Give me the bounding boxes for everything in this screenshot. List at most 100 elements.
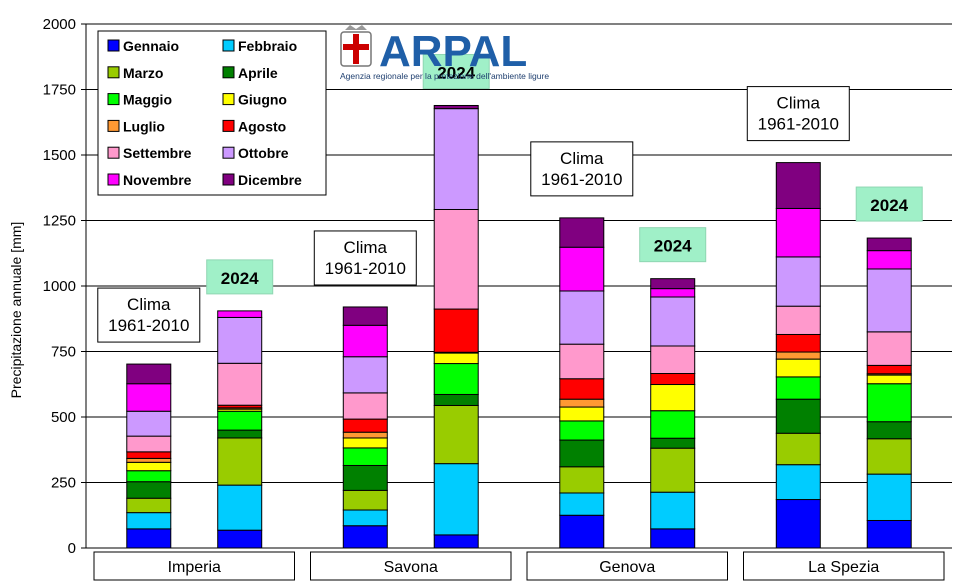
bar-segment-settembre xyxy=(342,392,388,420)
legend-swatch xyxy=(107,66,120,79)
legend-swatch xyxy=(222,173,235,186)
group-label: Imperia xyxy=(168,559,221,576)
bar-segment-agosto xyxy=(866,364,912,375)
bar-segment-maggio xyxy=(650,410,696,439)
clima-box-label: Clima 1961-2010 xyxy=(108,295,189,335)
bar-segment-marzo xyxy=(775,432,821,466)
bar-segment-giugno xyxy=(866,374,912,385)
bar-segment-luglio xyxy=(775,351,821,360)
group-label: Genova xyxy=(599,559,655,576)
y-axis-ticks: 0 250 500 750 1000 1250 1500 1750 2000 xyxy=(43,16,86,557)
bar-segment-gennaio xyxy=(559,514,605,549)
bar-segment-agosto xyxy=(433,308,479,353)
bar-segment-novembre xyxy=(775,207,821,258)
legend-swatch xyxy=(222,119,235,132)
bar-segment-giugno xyxy=(650,384,696,412)
bar-segment-aprile xyxy=(217,429,263,439)
bar-segment-dicembre xyxy=(126,363,172,385)
bar-segment-febbraio xyxy=(866,473,912,521)
legend-swatch xyxy=(107,93,120,106)
y-tick-label: 0 xyxy=(68,540,76,557)
y-tick-label: 1750 xyxy=(43,82,76,99)
group-label: La Spezia xyxy=(808,559,879,576)
bar-segment-maggio xyxy=(433,363,479,395)
bar-segment-agosto xyxy=(126,451,172,459)
y-tick-label: 2000 xyxy=(43,16,76,33)
legend-label: Giugno xyxy=(238,92,287,108)
year-badge-label: 2024 xyxy=(870,196,908,215)
bar-segment-settembre xyxy=(217,362,263,406)
bar-segment-aprile xyxy=(650,437,696,449)
liguria-coat-of-arms-icon xyxy=(340,25,372,67)
bar-segment-marzo xyxy=(650,447,696,493)
bar-segment-ottobre xyxy=(433,108,479,210)
bar-segment-agosto xyxy=(342,418,388,433)
bar-segment-marzo xyxy=(126,497,172,514)
bar-segment-febbraio xyxy=(342,509,388,527)
bar-segment-agosto xyxy=(650,373,696,386)
legend-swatch xyxy=(222,93,235,106)
legend-swatch xyxy=(107,146,120,159)
bar-segment-maggio xyxy=(126,470,172,483)
bar-segment-ottobre xyxy=(775,256,821,307)
group-label: Savona xyxy=(384,559,438,576)
legend-swatch xyxy=(107,173,120,186)
year-badge xyxy=(422,53,490,89)
bar-segment-agosto xyxy=(559,378,605,400)
year-badge-label: 2024 xyxy=(437,63,475,82)
y-tick-label: 1000 xyxy=(43,278,76,295)
group-label-box xyxy=(743,551,945,581)
bar-segment-novembre xyxy=(126,383,172,412)
legend-swatch xyxy=(222,146,235,159)
y-tick-label: 250 xyxy=(51,475,76,492)
bar-segment-maggio xyxy=(559,420,605,441)
bar-segment-maggio xyxy=(775,376,821,400)
clima-box-label: Clima 1961-2010 xyxy=(325,238,406,278)
bar-segment-gennaio xyxy=(775,499,821,549)
logo-name: ARPAL xyxy=(379,27,527,76)
year-badge xyxy=(639,227,707,263)
legend-box xyxy=(97,30,327,196)
legend-swatch xyxy=(222,39,235,52)
bar-segment-maggio xyxy=(342,447,388,466)
bar-segment-gennaio xyxy=(342,525,388,549)
bar-segment-marzo xyxy=(559,466,605,494)
bar-segment-ottobre xyxy=(342,356,388,394)
bar-segment-dicembre xyxy=(559,217,605,248)
bar-segment-gennaio xyxy=(866,519,912,549)
group-label-box xyxy=(526,551,728,581)
bar-segment-gennaio xyxy=(217,529,263,549)
legend-label: Settembre xyxy=(123,145,192,161)
bar-segment-settembre xyxy=(433,208,479,310)
legend-label: Luglio xyxy=(123,118,165,134)
bar-segment-aprile xyxy=(559,439,605,468)
bar-segment-marzo xyxy=(342,489,388,511)
bar-segment-luglio xyxy=(126,457,172,463)
year-badge xyxy=(206,259,274,295)
bar-segment-novembre xyxy=(866,250,912,270)
bar-segment-gennaio xyxy=(126,528,172,549)
bar-segment-giugno xyxy=(775,358,821,378)
year-badge-label: 2024 xyxy=(221,269,259,288)
bar-segment-luglio xyxy=(559,398,605,408)
bar-segment-giugno xyxy=(433,352,479,365)
legend-label: Marzo xyxy=(123,65,163,81)
bar-segment-aprile xyxy=(342,464,388,491)
legend-swatch xyxy=(222,66,235,79)
bar-segment-novembre xyxy=(559,246,605,292)
legend-label: Ottobre xyxy=(238,145,289,161)
bar-segment-settembre xyxy=(126,435,172,453)
bar-segment-febbraio xyxy=(433,463,479,536)
bar-segment-aprile xyxy=(126,481,172,499)
x-axis-groups: Imperia Savona Genova La Spezia xyxy=(93,551,945,581)
bar-segment-dicembre xyxy=(650,278,696,290)
bar-segment-marzo xyxy=(217,437,263,486)
bar-segment-aprile xyxy=(433,393,479,406)
clima-box xyxy=(313,230,417,286)
clima-box-label: Clima 1961-2010 xyxy=(758,94,839,134)
bar-segment-febbraio xyxy=(775,464,821,501)
arpal-logo: ARPAL Agenzia regionale per la protezion… xyxy=(340,25,549,81)
legend: Gennaio Febbraio Marzo Aprile Maggio Giugno Lu… xyxy=(97,30,327,196)
logo-subtitle: Agenzia regionale per la protezione dell… xyxy=(340,71,549,81)
